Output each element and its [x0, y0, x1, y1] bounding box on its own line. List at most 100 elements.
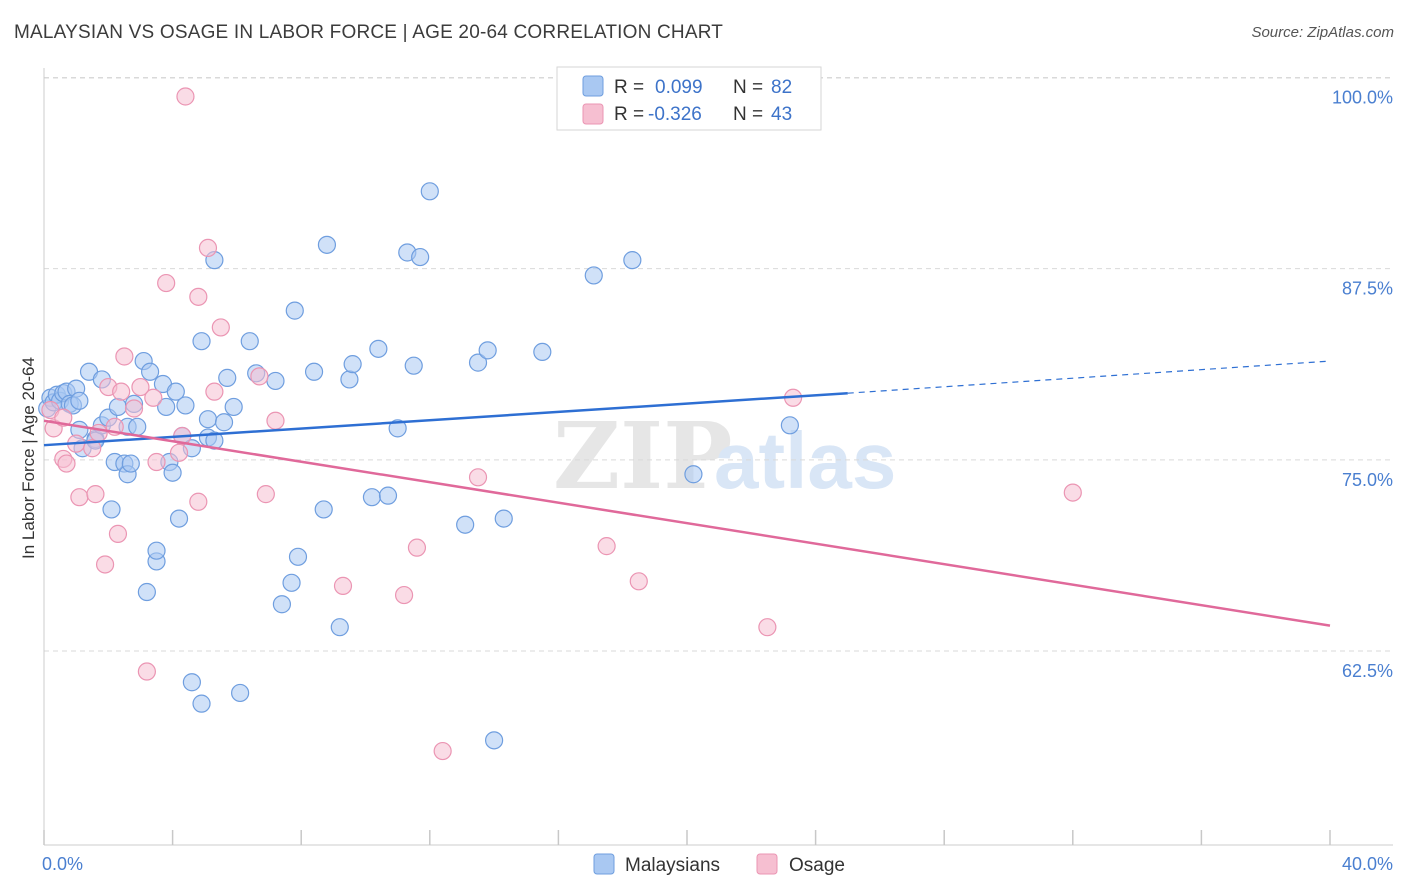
osage-point	[394, 585, 414, 605]
legend: R = 0.099 N = 82 R = -0.326 N = 43	[556, 66, 822, 131]
malaysian-point	[623, 251, 642, 270]
malaysian-point	[192, 694, 211, 713]
legend-n-value-2: 43	[771, 104, 792, 125]
bottom-legend-label-osage: Osage	[789, 855, 845, 876]
scatter-points	[38, 87, 1082, 761]
malaysian-point	[378, 486, 398, 505]
malaysian-point	[176, 396, 195, 415]
osage-point	[256, 485, 275, 504]
watermark-zip: ZIP	[553, 402, 732, 510]
malaysian-point	[420, 182, 439, 201]
x-tick-label-max: 40.0%	[1342, 854, 1393, 874]
osage-point	[333, 576, 353, 595]
osage-point	[266, 411, 285, 430]
malaysian-point	[343, 355, 362, 374]
osage-point	[758, 618, 777, 637]
osage-point	[112, 382, 131, 401]
osage-point	[433, 741, 452, 761]
osage-point	[137, 662, 156, 681]
malaysian-point	[317, 235, 337, 254]
osage-point	[115, 347, 134, 366]
malaysian-point	[478, 341, 497, 360]
malaysian-point	[533, 342, 552, 361]
axes	[43, 68, 1393, 846]
osage-point	[198, 238, 218, 258]
osage-point	[597, 537, 616, 556]
osage-point	[468, 468, 488, 487]
legend-n-label-1: N =	[733, 77, 763, 98]
grid-lines	[44, 77, 1393, 652]
malaysian-point	[121, 454, 140, 473]
y-tick-labels: 100.0% 87.5% 75.0% 62.5%	[1332, 88, 1393, 682]
x-tick-labels: 0.0% 40.0%	[42, 854, 1393, 874]
malaysian-point	[330, 618, 349, 637]
legend-r-value-1: 0.099	[655, 77, 703, 98]
osage-point	[189, 287, 208, 306]
malaysian-point	[362, 488, 382, 507]
malaysian-point	[182, 673, 201, 692]
osage-trend-line	[43, 419, 1331, 627]
osage-point	[57, 454, 76, 473]
malaysian-point	[192, 332, 211, 351]
legend-swatch-blue	[582, 75, 604, 97]
y-tick-label: 87.5%	[1342, 279, 1393, 299]
malaysian-point	[166, 382, 185, 401]
malaysian-point	[102, 500, 121, 519]
malaysian-point	[684, 465, 703, 484]
malaysian-point	[218, 368, 237, 387]
malaysian-point	[272, 595, 292, 614]
malaysian-point	[231, 683, 250, 703]
osage-point	[144, 388, 163, 407]
malaysian-point	[288, 547, 308, 566]
malaysian-point	[70, 391, 89, 410]
osage-point	[147, 452, 166, 472]
malaysian-point	[240, 332, 259, 351]
malaysian-point	[340, 370, 359, 389]
malaysian-point	[214, 413, 234, 432]
osage-point	[250, 367, 269, 386]
malaysian-point	[147, 541, 166, 560]
malaysian-point	[108, 397, 128, 417]
malaysian-point	[388, 419, 407, 438]
chart-source: Source: ZipAtlas.com	[1251, 24, 1394, 41]
malaysian-trend-line	[43, 391, 848, 447]
malaysian-point	[780, 416, 799, 435]
osage-point	[176, 87, 195, 106]
malaysian-point	[169, 509, 189, 528]
osage-point	[108, 524, 128, 543]
osage-point	[70, 488, 89, 507]
osage-point	[83, 439, 102, 458]
malaysian-point	[485, 731, 504, 750]
malaysian-point	[157, 397, 176, 417]
legend-swatch-pink	[582, 103, 604, 125]
malaysian-point	[163, 463, 182, 482]
osage-point	[407, 538, 427, 557]
malaysian-point	[140, 362, 160, 381]
malaysian-point	[137, 582, 156, 602]
y-tick-label: 62.5%	[1342, 661, 1393, 681]
y-tick-label: 100.0%	[1332, 88, 1393, 108]
malaysian-point	[266, 371, 285, 391]
malaysian-point	[404, 356, 423, 375]
bottom-legend: Malaysians Osage	[593, 853, 845, 876]
osage-point	[95, 555, 115, 574]
osage-point	[629, 572, 648, 591]
bottom-legend-swatch-osage	[756, 853, 778, 875]
y-tick-label: 75.0%	[1342, 470, 1393, 490]
osage-point	[189, 492, 208, 511]
chart-title: MALAYSIAN VS OSAGE IN LABOR FORCE | AGE …	[14, 22, 724, 43]
legend-r-value-2: -0.326	[648, 104, 702, 125]
osage-point	[131, 377, 150, 397]
malaysian-point	[285, 301, 304, 320]
malaysian-point	[282, 573, 301, 592]
y-axis-title: In Labor Force | Age 20-64	[19, 357, 38, 559]
watermark-atlas: atlas	[714, 416, 896, 505]
osage-point	[157, 273, 176, 293]
osage-point	[89, 423, 108, 443]
malaysian-point	[314, 500, 333, 519]
malaysian-point	[224, 397, 243, 417]
osage-point	[205, 382, 224, 401]
bottom-legend-label-malaysians: Malaysians	[625, 855, 720, 876]
malaysian-point	[468, 353, 488, 372]
